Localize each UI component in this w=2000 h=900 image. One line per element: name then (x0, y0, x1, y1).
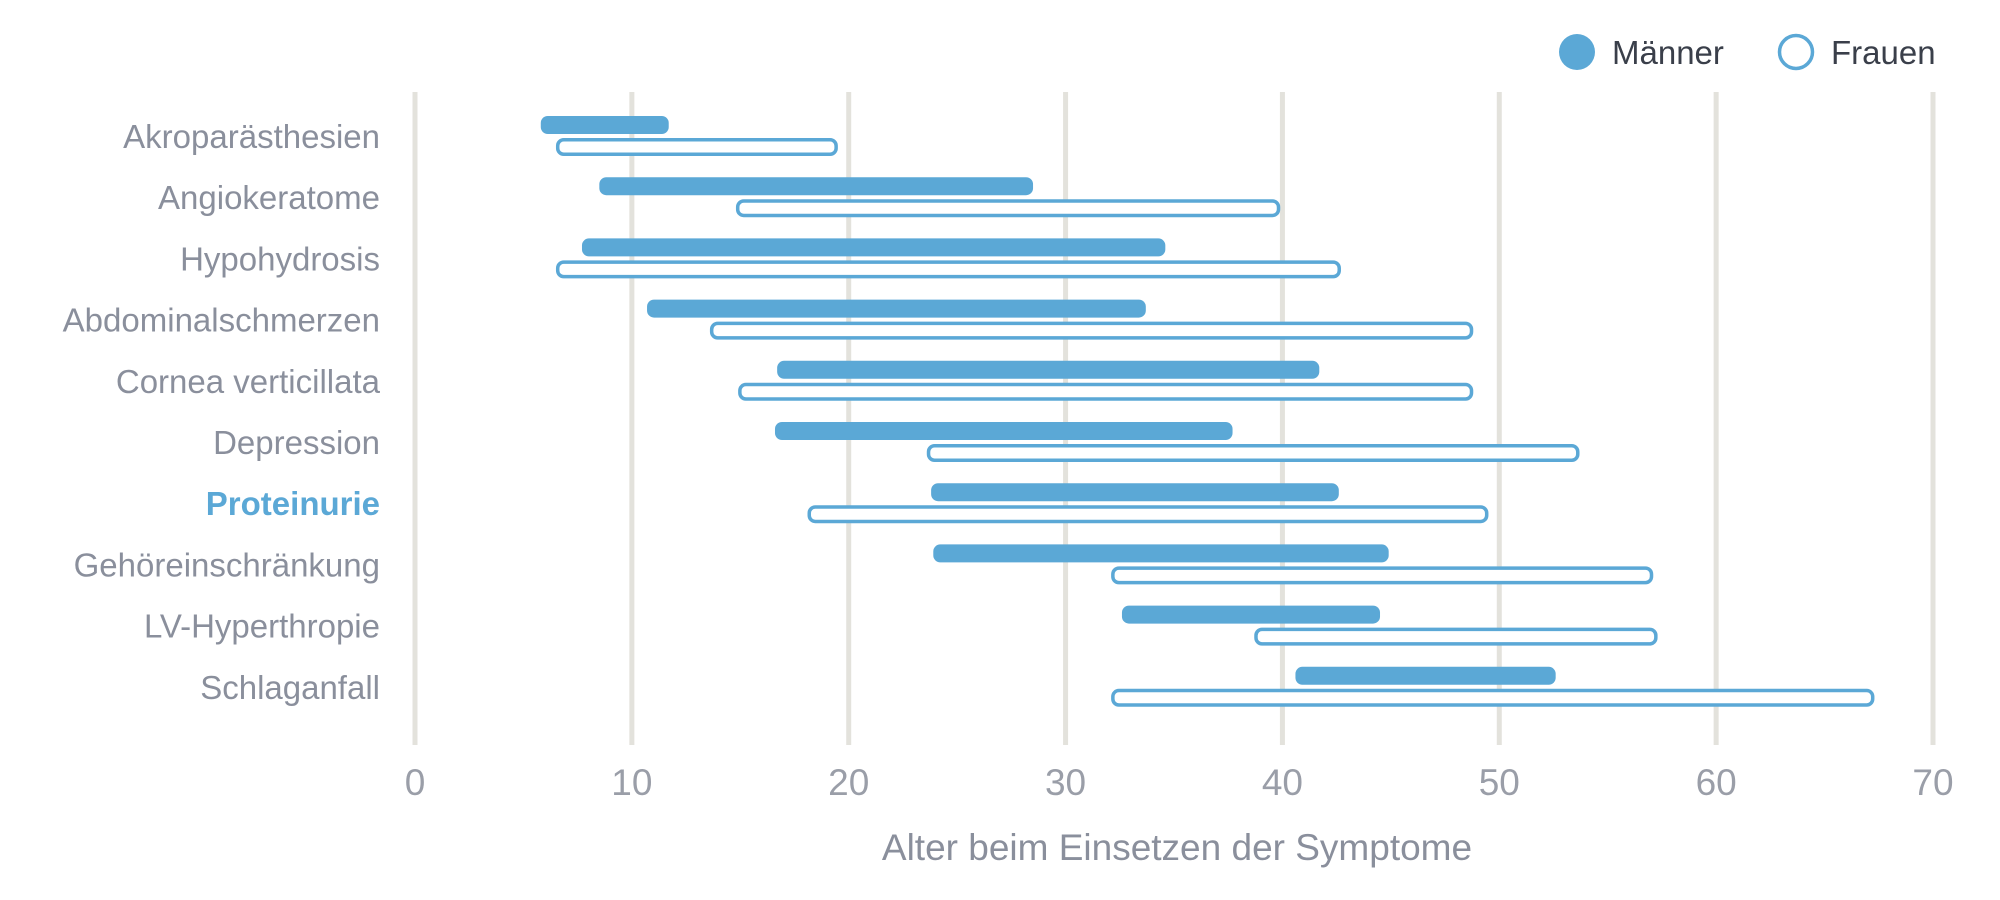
category-label: Abdominalschmerzen (63, 302, 380, 339)
x-tick-label: 70 (1912, 762, 1953, 803)
bar-frauen (1111, 566, 1654, 585)
x-tick-label: 50 (1479, 762, 1520, 803)
bar-maenner (581, 238, 1166, 257)
x-tick-label: 10 (611, 762, 652, 803)
category-label: Depression (213, 424, 380, 461)
bar-maenner (777, 360, 1320, 379)
category-label: Cornea verticillata (116, 363, 381, 400)
legend-marker-frauen (1777, 33, 1815, 71)
legend-marker-maenner (1559, 34, 1595, 70)
bar-frauen (738, 382, 1474, 401)
bar-maenner (933, 544, 1389, 563)
bar-maenner (647, 299, 1146, 318)
category-label: Proteinurie (206, 485, 380, 522)
legend: Männer Frauen (1559, 33, 1936, 71)
bar-frauen (1254, 627, 1658, 646)
x-tick-label: 0 (405, 762, 426, 803)
category-labels: Akroparästhesien Angiokeratome Hypohydrosi… (63, 118, 381, 706)
bar-frauen (926, 444, 1580, 462)
bar-maenner (1121, 605, 1381, 624)
legend-label-frauen: Frauen (1831, 34, 1936, 71)
category-label: Akroparästhesien (123, 118, 380, 155)
x-axis-title: Alter beim Einsetzen der Symptome (882, 827, 1472, 868)
bar-maenner (1295, 666, 1556, 685)
category-label: Angiokeratome (158, 179, 380, 216)
category-label: Gehöreinschränkung (74, 546, 380, 583)
category-label: Schlaganfall (200, 669, 380, 706)
x-tick-label: 20 (828, 762, 869, 803)
bar-maenner (540, 116, 669, 134)
bar-frauen (709, 321, 1474, 340)
plot-area (540, 116, 1875, 707)
bar-maenner (931, 483, 1339, 502)
bar-frauen (555, 138, 838, 156)
x-tick-labels: 0 10 20 30 40 50 60 70 (405, 762, 1954, 803)
x-tick-label: 40 (1262, 762, 1303, 803)
bar-frauen (555, 260, 1341, 279)
legend-label-maenner: Männer (1612, 34, 1724, 71)
bar-frauen (1111, 688, 1875, 707)
x-tick-label: 60 (1696, 762, 1737, 803)
x-tick-label: 30 (1045, 762, 1086, 803)
category-label: Hypohydrosis (180, 240, 380, 277)
bar-frauen (807, 505, 1489, 524)
bar-maenner (774, 422, 1233, 440)
bar-maenner (599, 177, 1034, 196)
bar-frauen (735, 199, 1281, 218)
category-label: LV-Hyperthropie (144, 608, 380, 645)
